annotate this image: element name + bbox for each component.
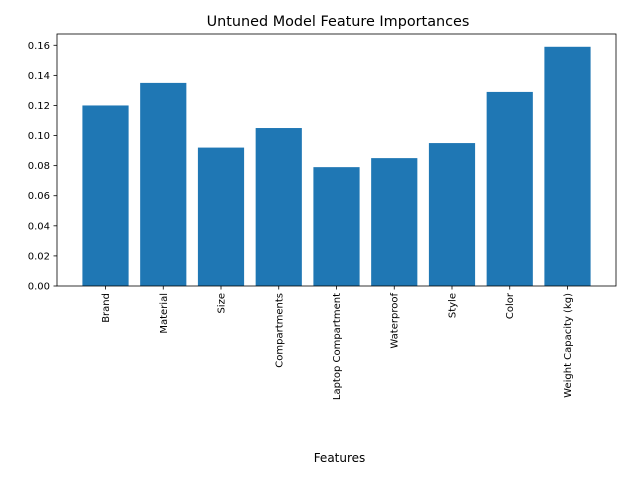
axes-frame	[56, 33, 617, 287]
x-axis-label: Features	[314, 451, 366, 465]
y-tick-label: 0.00	[28, 282, 50, 293]
y-tick-label: 0.02	[28, 251, 50, 262]
y-axis: 0.00 0.02 0.04 0.06 0.08 0.10 0.12 0.14 0.16	[28, 41, 57, 293]
bar-waterproof	[371, 158, 418, 286]
bar-laptop-compartment	[313, 167, 360, 286]
y-tick-label: 0.08	[28, 161, 50, 172]
y-tick-label: 0.06	[28, 191, 50, 202]
x-tick-label: Waterproof	[390, 293, 401, 349]
x-tick-label: Material	[159, 293, 170, 334]
x-axis: Brand Material Size Compartments Laptop Comp…	[101, 286, 574, 400]
y-tick-label: 0.10	[28, 131, 50, 142]
x-tick-label: Compartments	[274, 293, 285, 368]
x-tick-label: Color	[505, 292, 516, 319]
x-tick-label: Laptop Compartment	[332, 293, 343, 400]
y-tick-label: 0.14	[28, 71, 50, 82]
x-tick-label: Size	[217, 293, 228, 314]
x-tick-label: Style	[447, 293, 458, 318]
bar-weight-capacity-kg	[544, 46, 591, 287]
bar-size	[197, 147, 245, 286]
y-tick-label: 0.12	[28, 101, 50, 112]
bar-brand	[82, 105, 129, 287]
bar-color	[486, 91, 533, 286]
bar-style	[428, 143, 476, 286]
bars-group	[82, 46, 591, 287]
bar-material	[140, 82, 187, 286]
x-tick-label: Weight Capacity (kg)	[563, 293, 574, 398]
bar-compartments	[255, 128, 302, 286]
y-tick-label: 0.04	[28, 221, 50, 232]
chart-title: Untuned Model Feature Importances	[207, 14, 470, 30]
plot-frame	[56, 33, 617, 287]
x-tick-label: Brand	[101, 293, 112, 323]
y-tick-label: 0.16	[28, 41, 50, 52]
